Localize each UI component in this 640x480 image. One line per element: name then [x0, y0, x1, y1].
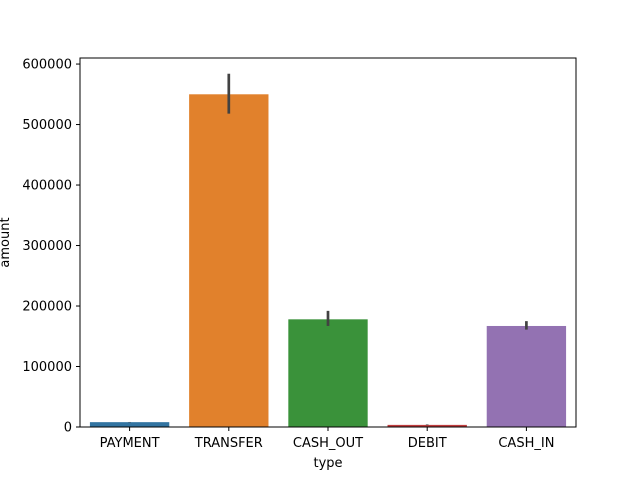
x-tick-label: PAYMENT	[100, 436, 160, 451]
y-tick-label: 600000	[22, 58, 72, 73]
y-tick-label: 0	[64, 421, 72, 436]
x-tick-label: TRANSFER	[194, 436, 263, 451]
y-tick-label: 100000	[22, 360, 72, 375]
y-axis-ticks: 0 100000 200000 300000 400000 500000 600000	[22, 58, 80, 436]
bars-group	[89, 94, 567, 428]
error-bars-group	[128, 73, 528, 426]
x-axis-label: type	[313, 456, 342, 471]
y-axis-label: amount	[0, 217, 13, 267]
bar-cash-in	[486, 325, 567, 427]
bar-cash-out	[288, 319, 368, 427]
bar-debit	[387, 424, 467, 427]
x-tick-label: DEBIT	[408, 436, 447, 451]
y-tick-label: 500000	[22, 118, 72, 133]
x-axis-ticks: PAYMENT TRANSFER CASH_OUT DEBIT CASH_IN	[100, 427, 554, 451]
x-tick-label: CASH_IN	[498, 436, 554, 451]
y-tick-label: 400000	[22, 179, 72, 194]
y-tick-label: 300000	[22, 239, 72, 254]
y-tick-label: 200000	[22, 300, 72, 315]
x-tick-label: CASH_OUT	[293, 436, 363, 451]
bar-payment	[89, 422, 170, 427]
bar-transfer	[189, 94, 269, 428]
